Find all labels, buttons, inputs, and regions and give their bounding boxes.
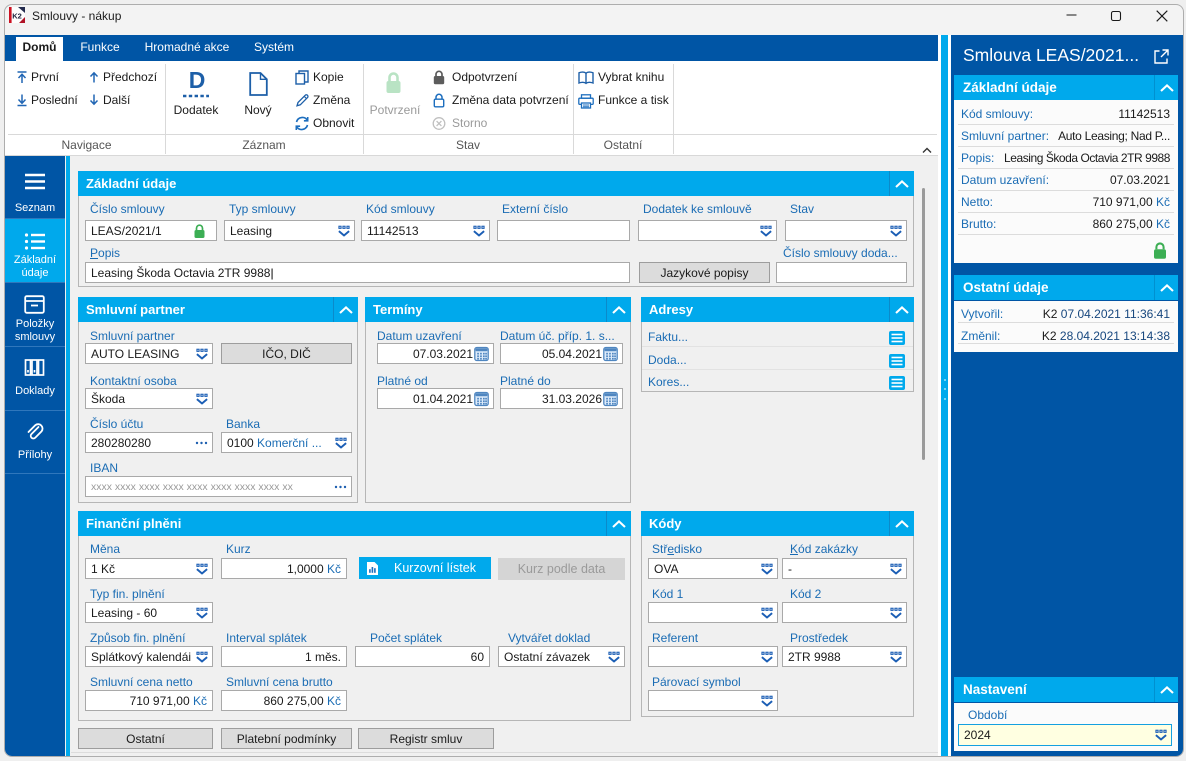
svg-text:K2: K2 xyxy=(12,12,22,21)
